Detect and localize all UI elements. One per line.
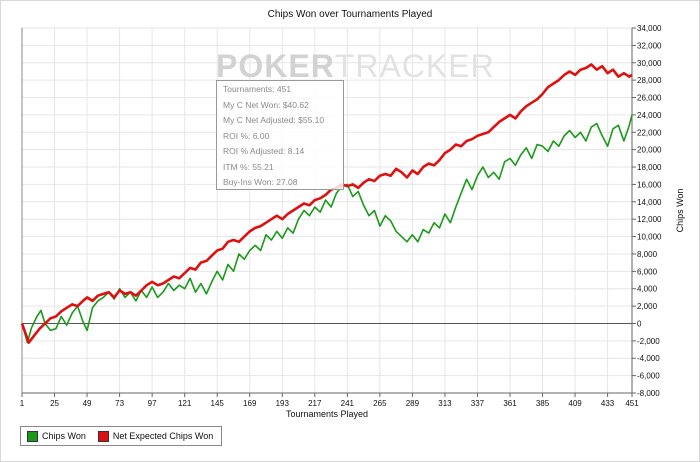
y-tick-label: -6,000 — [637, 372, 660, 381]
series-layer — [20, 63, 633, 344]
y-tick-label: 32,000 — [637, 41, 662, 50]
x-tick-label: 433 — [601, 399, 615, 408]
tooltip-line: Tournaments: 451 — [223, 84, 292, 94]
x-tick-label: 265 — [373, 399, 387, 408]
tooltip-line: Buy-Ins Won: 27.08 — [223, 177, 298, 187]
legend-item-net-expected[interactable]: Net Expected Chips Won — [97, 430, 214, 442]
legend-swatch — [97, 430, 109, 442]
y-tick-label: 8,000 — [637, 250, 658, 259]
tooltip-line: My C Net Won: $40.62 — [223, 99, 309, 110]
y-tick-label: 24,000 — [637, 111, 662, 120]
legend-label: Chips Won — [42, 431, 86, 441]
y-tick-label: 28,000 — [637, 76, 662, 85]
legend-item-chips-won[interactable]: Chips Won — [27, 430, 86, 442]
x-tick-label: 1 — [20, 399, 25, 408]
x-tick-label: 193 — [276, 399, 290, 408]
series-line-chips-won — [21, 114, 633, 344]
legend-label: Net Expected Chips Won — [112, 431, 214, 441]
x-tick-label: 451 — [625, 399, 639, 408]
y-tick-label: 26,000 — [637, 94, 662, 103]
x-tick-label: 121 — [178, 399, 192, 408]
x-tick-label: 361 — [503, 399, 517, 408]
chart-title: Chips Won over Tournaments Played — [267, 9, 433, 20]
x-tick-label: 217 — [308, 399, 322, 408]
y-tick-label: 22,000 — [637, 128, 662, 137]
axis-labels: -8,000 -6,000 -4,000 -2,000 0 2,000 4,000 6,000… — [20, 24, 685, 419]
x-tick-label: 49 — [83, 399, 92, 408]
y-tick-label: 30,000 — [637, 59, 662, 68]
x-tick-label: 145 — [211, 399, 225, 408]
axes — [21, 27, 636, 397]
tooltip-line: ROI %: 6.00 — [223, 130, 270, 141]
y-tick-label: 6,000 — [637, 267, 658, 276]
y-tick-label: 18,000 — [637, 163, 662, 172]
x-tick-label: 385 — [536, 399, 550, 408]
chart-legend: Chips Won Net Expected Chips Won — [20, 426, 222, 446]
x-tick-label: 25 — [50, 399, 59, 408]
pokertracker-watermark: POKERTRACKER — [216, 48, 495, 85]
x-tick-label: 289 — [406, 399, 420, 408]
tooltip-line: ROI % Adjusted: 8.14 — [223, 146, 305, 156]
tooltip-line: My C Net Adjusted: $55.10 — [223, 115, 325, 125]
y-tick-label: 34,000 — [637, 24, 662, 33]
y-axis-label: Chips Won — [675, 189, 685, 233]
tooltip-line: ITM %: 55.21 — [223, 161, 274, 172]
y-tick-label: 4,000 — [637, 285, 658, 294]
x-tick-label: 337 — [471, 399, 485, 408]
y-tick-label: 10,000 — [637, 233, 662, 242]
watermark-part2: TRACKER — [334, 48, 495, 84]
stats-tooltip: Tournaments: 451 My C Net Won: $40.62 My… — [216, 80, 344, 190]
x-tick-label: 313 — [438, 399, 452, 408]
y-tick-label: 20,000 — [637, 146, 662, 155]
y-tick-label: -4,000 — [637, 354, 660, 363]
x-tick-label: 241 — [341, 399, 355, 408]
x-axis-label: Tournaments Played — [286, 409, 368, 419]
y-tick-label: 12,000 — [637, 215, 662, 224]
y-tick-label: -2,000 — [637, 337, 660, 346]
series-line-net-expected — [20, 63, 633, 344]
legend-swatch — [27, 430, 38, 442]
watermark-part1: POKER — [216, 48, 335, 84]
y-tick-label: 2,000 — [637, 302, 658, 311]
x-tick-label: 409 — [568, 399, 582, 408]
y-tick-label: 14,000 — [637, 198, 662, 207]
x-tick-label: 97 — [148, 399, 157, 408]
x-tick-label: 169 — [243, 399, 257, 408]
y-tick-label: 0 — [637, 319, 642, 328]
y-tick-label: 16,000 — [637, 180, 662, 189]
y-tick-label: -8,000 — [637, 389, 660, 398]
x-tick-label: 73 — [115, 399, 124, 408]
